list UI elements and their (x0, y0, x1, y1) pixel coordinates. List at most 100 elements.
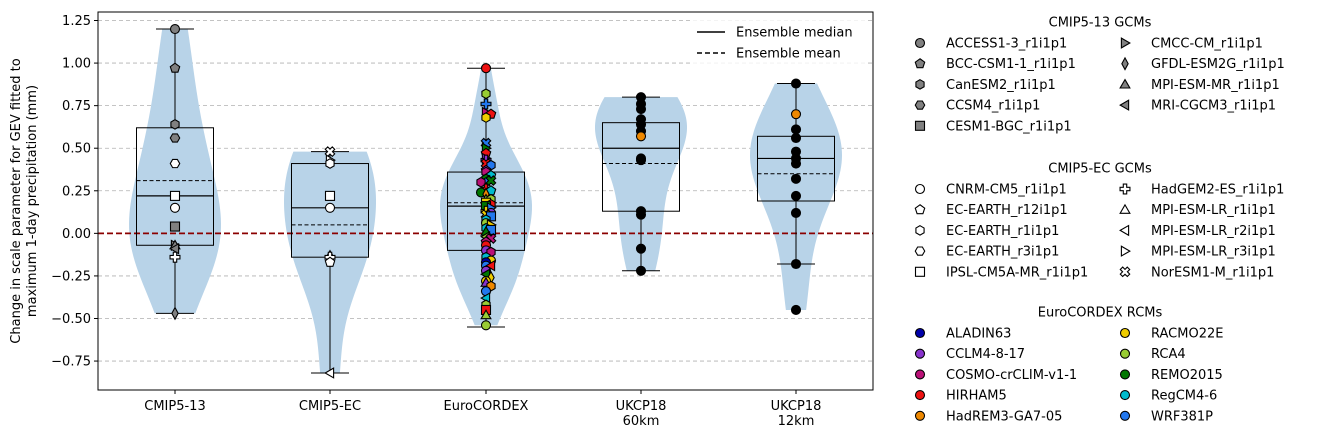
legend-label-0-6: GFDL-ESM2G_r1i1p1 (1151, 57, 1285, 72)
legend-marker-1-4 (914, 266, 926, 277)
marker-legend: CMIP5-13 GCMs ACCESS1-3_r1i1p1 BCC-CSM1-1_… (914, 16, 1285, 424)
legend-label-0-5: CMCC-CM_r1i1p1 (1151, 37, 1263, 52)
legend-marker-2-0 (914, 327, 926, 339)
legend-marker-2-4 (914, 410, 926, 421)
legend-marker-1-0 (914, 183, 926, 195)
point-2-18 (485, 175, 497, 187)
point-2-2 (480, 98, 492, 110)
point-3-12 (635, 265, 647, 276)
point-3-8 (635, 155, 647, 166)
point-4-10 (790, 258, 802, 270)
legend-label-2-5: RACMO22E (1151, 327, 1223, 342)
legend-marker-1-8 (1120, 245, 1131, 257)
xtick-label-2-0: EuroCORDEX (444, 399, 529, 414)
legend-label-0-3: CCSM4_r1i1p1 (946, 99, 1040, 114)
point-2-1 (481, 88, 491, 100)
legend-label-2-3: HIRHAM5 (946, 389, 1007, 404)
legend-marker-2-1 (914, 348, 926, 359)
legend-mean-label: Ensemble mean (736, 47, 841, 62)
point-3-2 (635, 104, 647, 115)
legend-label-0-4: CESM1-BGC_r1i1p1 (946, 119, 1072, 134)
point-0-9 (169, 158, 181, 169)
ytick-label-8: 1.25 (62, 14, 91, 29)
ytick-label-2: −0.25 (51, 269, 91, 284)
legend-marker-1-1 (914, 204, 926, 215)
point-2-50 (485, 259, 496, 272)
point-2-5 (481, 112, 491, 123)
xtick-label-4-1: 12km (778, 414, 815, 429)
legend-marker-2-9 (1119, 410, 1131, 421)
legend-marker-0-5 (1120, 37, 1131, 49)
point-0-2 (170, 119, 180, 130)
point-1-2 (325, 158, 335, 169)
point-4-8 (790, 190, 802, 201)
legend-label-1-2: EC-EARTH_r1i1p1 (946, 224, 1059, 239)
legend-marker-0-4 (914, 120, 926, 131)
point-4-2 (790, 124, 802, 135)
legend-label-0-2: CanESM2_r1i1p1 (946, 78, 1056, 93)
legend-label-0-0: ACCESS1-3_r1i1p1 (946, 37, 1067, 52)
legend-marker-2-6 (1119, 348, 1131, 359)
legend-marker-1-6 (1119, 203, 1131, 214)
legend-label-1-1: EC-EARTH_r12i1p1 (946, 203, 1068, 218)
point-4-11 (790, 304, 802, 316)
point-3-10 (635, 209, 647, 220)
legend-label-1-5: HadGEM2-ES_r1i1p1 (1151, 183, 1284, 198)
legend-label-2-9: WRF381P (1151, 409, 1213, 424)
point-2-0 (480, 63, 492, 74)
point-1-3 (324, 190, 336, 201)
xtick-label-1-0: CMIP5-EC (299, 399, 361, 414)
point-1-7 (324, 256, 336, 267)
ytick-label-6: 0.75 (62, 99, 91, 114)
legend-marker-1-5 (1119, 183, 1131, 195)
legend-median-label: Ensemble median (736, 26, 853, 41)
xtick-label-4-0: UKCP18 (771, 399, 822, 414)
point-0-8 (171, 306, 179, 321)
ytick-label-4: 0.25 (62, 184, 91, 199)
legend-marker-0-8 (1119, 99, 1130, 111)
y-axis-label: Change in scale parameter for GEV fitted… (9, 58, 40, 343)
axis-layer: −0.75 −0.50 −0.25 0.00 0.25 0.50 0.75 1.00 1.25 C… (51, 14, 821, 429)
point-2-61 (480, 309, 492, 320)
legend-title-0: CMIP5-13 GCMs (1049, 16, 1152, 31)
line-legend-frame (690, 18, 868, 66)
violin-0 (129, 29, 221, 314)
legend-marker-1-7 (1119, 224, 1130, 237)
legend-title-1: CMIP5-EC GCMs (1048, 162, 1152, 177)
xtick-label-0-0: CMIP5-13 (144, 399, 205, 414)
legend-label-1-7: MPI-ESM-LR_r2i1p1 (1151, 224, 1276, 239)
legend-label-1-4: IPSL-CM5A-MR_r1i1p1 (946, 265, 1088, 280)
ytick-label-5: 0.50 (62, 142, 91, 157)
legend-label-2-6: RCA4 (1151, 347, 1186, 362)
legend-marker-2-3 (914, 390, 926, 401)
legend-label-1-9: NorESM1-M_r1i1p1 (1151, 265, 1274, 280)
legend-marker-0-7 (1119, 78, 1131, 89)
point-4-3 (790, 132, 802, 144)
legend-label-1-6: MPI-ESM-LR_r1i1p1 (1151, 203, 1276, 218)
violin-3 (595, 97, 687, 271)
legend-label-2-0: ALADIN63 (946, 327, 1011, 342)
point-0-1 (169, 62, 181, 73)
legend-marker-0-3 (914, 100, 926, 110)
legend-marker-2-7 (1119, 369, 1131, 380)
point-0-0 (169, 23, 181, 35)
xtick-label-3-1: 60km (623, 414, 660, 429)
legend-marker-0-2 (915, 79, 925, 90)
legend-label-2-4: HadREM3-GA7-05 (946, 409, 1062, 424)
legend-label-0-8: MRI-CGCM3_r1i1p1 (1151, 99, 1276, 114)
point-4-9 (790, 207, 802, 218)
point-layer (169, 23, 802, 379)
point-0-7 (169, 242, 180, 255)
legend-label-1-0: CNRM-CM5_r1i1p1 (946, 183, 1067, 198)
legend-label-2-8: RegCM4-6 (1151, 389, 1217, 404)
point-1-8 (324, 367, 335, 379)
point-4-7 (790, 173, 802, 184)
xtick-label-3-0: UKCP18 (616, 399, 667, 414)
point-0-3 (169, 133, 181, 143)
legend-label-0-7: MPI-ESM-MR_r1i1p1 (1151, 78, 1280, 93)
legend-marker-1-9 (1119, 266, 1131, 278)
legend-label-1-3: EC-EARTH_r3i1p1 (946, 245, 1059, 260)
line-legend: Ensemble median Ensemble mean (690, 18, 868, 66)
point-3-11 (635, 243, 647, 254)
